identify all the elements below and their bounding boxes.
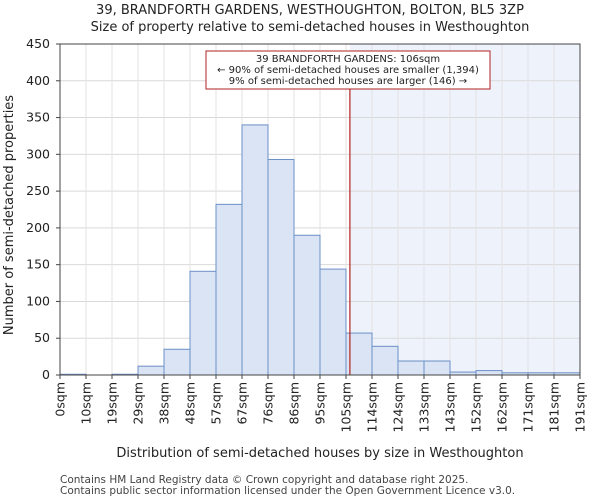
y-tick-label: 300 <box>26 146 50 161</box>
x-tick-label: 114sqm <box>365 382 380 432</box>
bar-67sqm <box>241 124 269 376</box>
bar-152sqm <box>475 370 503 376</box>
x-tick-label: 124sqm <box>391 382 406 432</box>
x-tick-label: 181sqm <box>547 382 562 432</box>
y-tick-label: 350 <box>26 110 50 125</box>
y-tick-label: 50 <box>34 330 50 345</box>
x-tick-label: 95sqm <box>313 382 328 425</box>
x-axis-label: Distribution of semi-detached houses by … <box>116 446 523 461</box>
bar-86sqm <box>293 234 321 376</box>
y-tick-label: 200 <box>26 220 50 235</box>
x-tick-label: 38sqm <box>157 382 172 425</box>
bar-114sqm <box>371 345 399 376</box>
chart-subtitle: Size of property relative to semi-detach… <box>91 20 530 35</box>
x-tick-label: 48sqm <box>183 382 198 425</box>
highlight-region <box>349 44 580 375</box>
x-tick-label: 152sqm <box>469 382 484 432</box>
x-tick-label: 57sqm <box>209 382 224 425</box>
bar-48sqm <box>189 270 217 376</box>
footer-line-1: Contains HM Land Registry data © Crown c… <box>60 474 468 486</box>
x-tick-label: 67sqm <box>235 382 250 425</box>
bar-38sqm <box>163 348 191 376</box>
x-tick-label: 10sqm <box>79 382 94 425</box>
footer-line-2: Contains public sector information licen… <box>60 485 515 497</box>
bar-95sqm <box>319 268 347 376</box>
y-axis: 0 50 100 150 200 250 300 350 400 450 <box>26 36 581 382</box>
x-tick-label: 191sqm <box>573 382 588 432</box>
annotation-line-3: 9% of semi-detached houses are larger (1… <box>229 76 467 87</box>
y-tick-label: 400 <box>26 73 50 88</box>
y-tick-label: 450 <box>26 36 50 51</box>
x-tick-label: 105sqm <box>339 382 354 432</box>
annotation-line-2: ← 90% of semi-detached houses are smalle… <box>217 65 479 76</box>
x-tick-label: 143sqm <box>443 382 458 432</box>
y-tick-label: 150 <box>26 257 50 272</box>
bar-133sqm <box>423 360 451 376</box>
x-tick-label: 76sqm <box>261 382 276 425</box>
bar-76sqm <box>267 158 295 376</box>
x-tick-label: 171sqm <box>521 382 536 432</box>
x-tick-label: 0sqm <box>53 382 68 417</box>
x-tick-label: 133sqm <box>417 382 432 432</box>
bars <box>59 124 581 376</box>
bar-29sqm <box>137 365 165 376</box>
x-tick-label: 29sqm <box>131 382 146 425</box>
y-tick-label: 100 <box>26 293 50 308</box>
chart-title: 39, BRANDFORTH GARDENS, WESTHOUGHTON, BO… <box>96 3 524 18</box>
x-axis: 0sqm 10sqm 19sqm 29sqm 38sqm 48sqm 57sqm 67sqm 7… <box>53 375 588 432</box>
y-tick-label: 0 <box>42 367 50 382</box>
bar-124sqm <box>397 360 425 376</box>
plot-frame <box>59 43 581 376</box>
bar-57sqm <box>215 203 243 376</box>
x-tick-label: 19sqm <box>105 382 120 425</box>
y-axis-label: Number of semi-detached properties <box>2 95 17 335</box>
annotation-box: 39 BRANDFORTH GARDENS: 106sqm ← 90% of s… <box>205 50 491 90</box>
y-tick-label: 250 <box>26 183 50 198</box>
x-tick-label: 86sqm <box>287 382 302 425</box>
x-tick-label: 162sqm <box>495 382 510 432</box>
annotation-line-1: 39 BRANDFORTH GARDENS: 106sqm <box>256 54 440 65</box>
